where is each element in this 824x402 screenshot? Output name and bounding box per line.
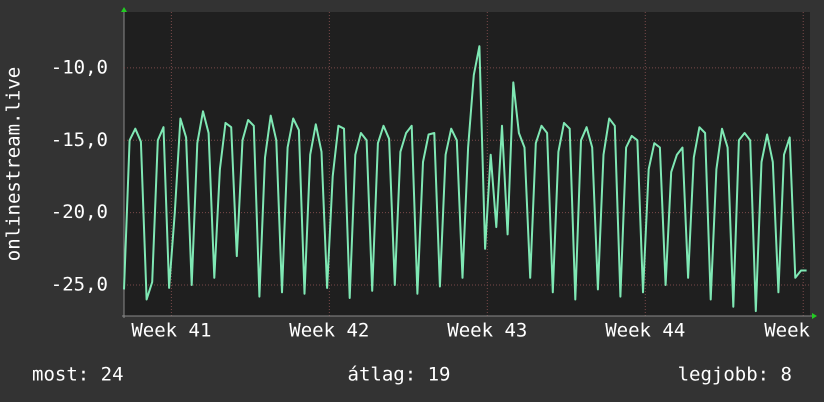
legend-average: átlag: 19 — [348, 364, 451, 386]
x-tick-label: Week 42 — [289, 320, 369, 342]
data-line — [123, 45, 807, 313]
legend-best: legjobb: 8 — [678, 364, 792, 386]
y-tick-label: -15,0 — [51, 129, 108, 151]
y-axis-arrow — [121, 7, 127, 12]
y-tick-label: -25,0 — [51, 274, 108, 296]
x-tick-label: Week — [764, 320, 810, 342]
y-tick-label: -20,0 — [51, 201, 108, 223]
x-axis-arrow — [812, 313, 817, 319]
x-tick-label: Week 41 — [131, 320, 211, 342]
y-tick-label: -10,0 — [51, 56, 108, 78]
y-axis-label: onlinestream.live — [3, 67, 25, 261]
legend-current: most: 24 — [32, 364, 124, 386]
x-tick-label: Week 44 — [605, 320, 685, 342]
x-tick-label: Week 43 — [447, 320, 527, 342]
